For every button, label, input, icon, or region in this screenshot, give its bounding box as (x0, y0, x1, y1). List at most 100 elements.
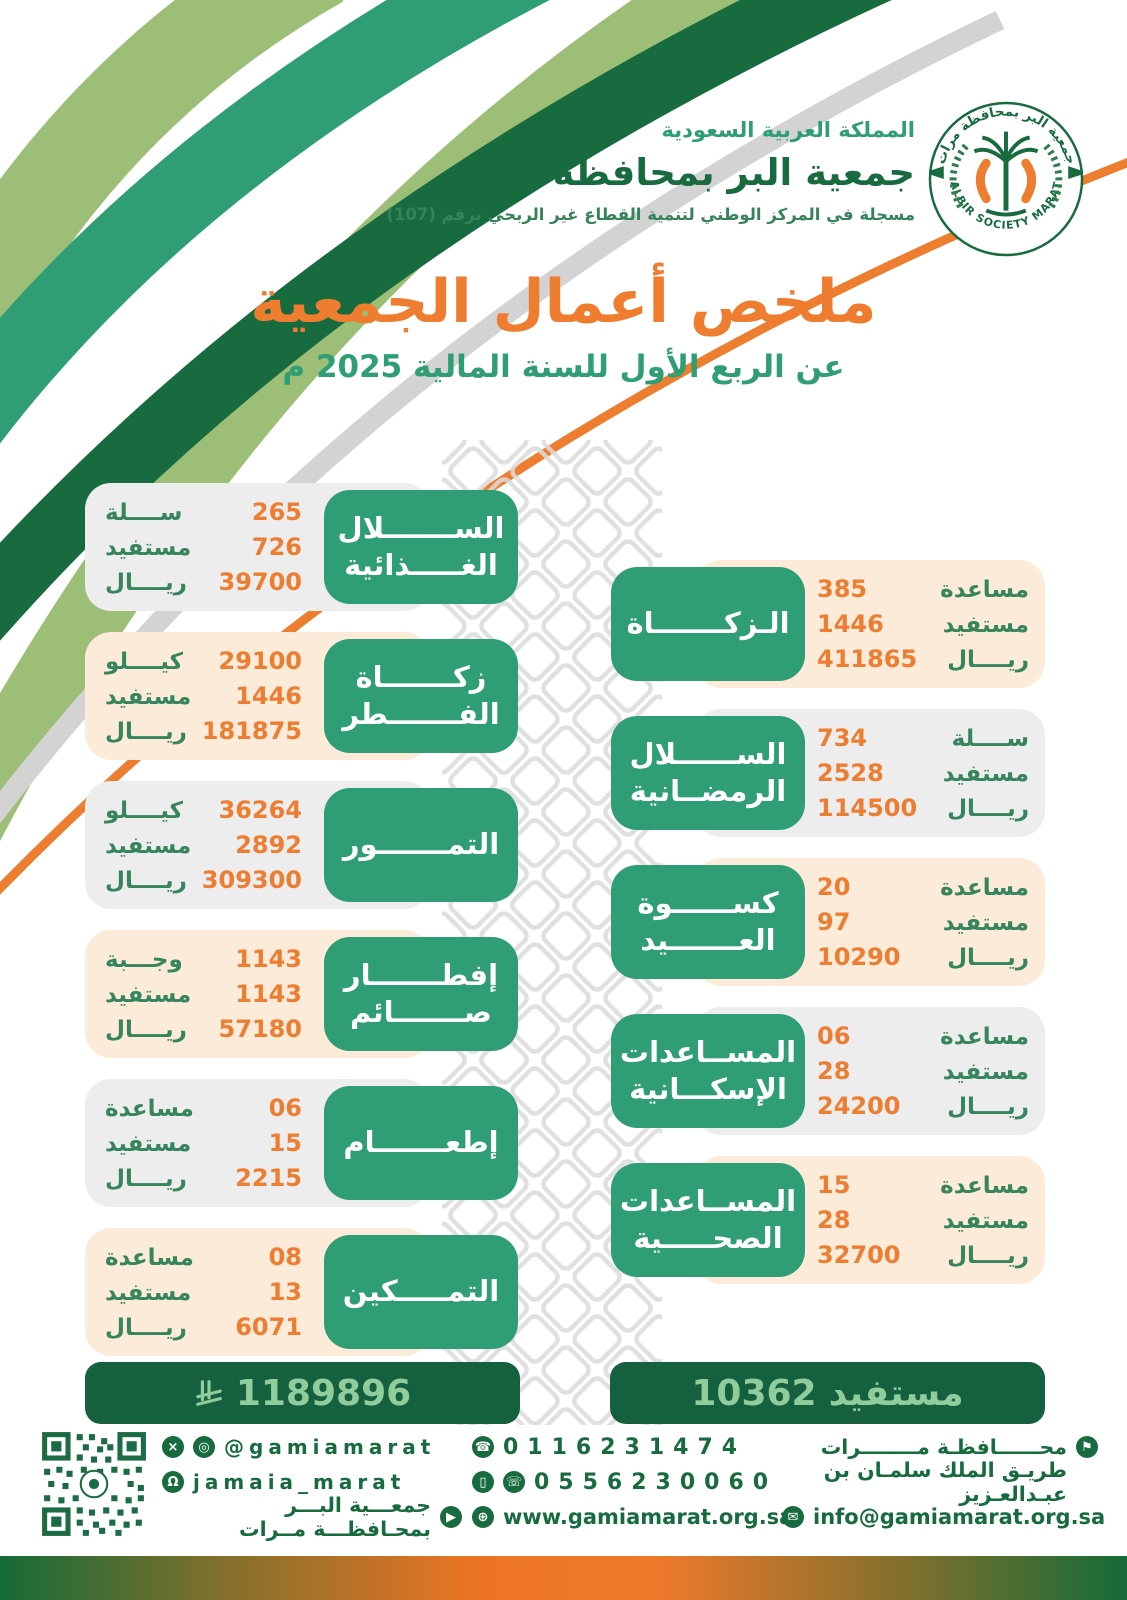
stat-row: 24200 ريــــال (817, 1092, 1029, 1120)
stat-unit: مستفيد (105, 535, 192, 561)
stat-unit: ريــــال (947, 945, 1029, 971)
youtube-row: ▶ جمعـــية البـــر بمحـافظـــة مــرات (162, 1493, 462, 1541)
stat-row: 1446 مستفيد (817, 610, 1029, 638)
stat-row: 28 مستفيد (817, 1206, 1029, 1234)
program-pill-iftar-meals: إفطـــــــار صـــــــائم (324, 937, 518, 1051)
social-handles-row: × ◎ @gamiamarat (162, 1434, 462, 1460)
stat-value: 06 (817, 1022, 851, 1050)
stat-value: 265 (251, 498, 302, 526)
stat-value: 36264 (218, 796, 303, 824)
stat-unit: مستفيد (105, 1280, 192, 1306)
registration-note: مسجلة في المركز الوطني لتنمية القطاع غير… (386, 205, 915, 224)
stat-unit: ريــــال (105, 868, 187, 894)
stat-value: 2215 (235, 1164, 302, 1192)
stat-value: 1143 (235, 945, 302, 973)
total-beneficiaries-value: 10362 (691, 1372, 817, 1414)
stat-row: مساعدة 08 (105, 1243, 302, 1271)
stat-value: 1143 (235, 980, 302, 1008)
stat-value: 28 (817, 1206, 851, 1234)
program-pill-eid-clothing: كســــــوة العـــــــيد (611, 865, 805, 979)
card-food-baskets: ســــلة 265 مستفيد 726 ريــــال 39700 الســ… (85, 483, 518, 611)
program-pill-health-assistance: المســاعدات الصحـــــية (611, 1163, 805, 1277)
stat-value: 6071 (235, 1313, 302, 1341)
total-amount-pill: 1189896 (85, 1362, 520, 1424)
stat-unit: مساعدة (105, 1096, 194, 1122)
card-housing-assistance: 06 مساعدة 28 مستفيد 24200 ريــــال المســاع… (611, 1007, 1045, 1135)
stat-row: مستفيد 1446 (105, 682, 302, 710)
card-zakat-alfitr: كيــــلو 29100 مستفيد 1446 ريــــال 181875 … (85, 632, 518, 760)
left-flag-icon (928, 166, 944, 179)
stat-value: 15 (268, 1129, 302, 1157)
website-row: ⊕ www.gamiamarat.org.sa (472, 1504, 793, 1530)
card-eid-clothing: 20 مساعدة 97 مستفيد 10290 ريــــال كســــــ… (611, 858, 1045, 986)
stat-unit: مستفيد (942, 761, 1029, 787)
stat-unit: مساعدة (940, 875, 1029, 901)
stat-value: 29100 (218, 647, 303, 675)
org-name: جمعية البر بمحافظة مرات (444, 151, 915, 194)
x-icon: × (162, 1436, 184, 1458)
social-handle: @gamiamarat (224, 1435, 436, 1459)
stat-value: 2892 (235, 831, 302, 859)
stat-unit: ريــــال (947, 1243, 1029, 1269)
stat-row: 20 مساعدة (817, 873, 1029, 901)
website-url: www.gamiamarat.org.sa (503, 1505, 794, 1529)
stat-row: ريــــال 57180 (105, 1015, 302, 1043)
footer-social-column: × ◎ @gamiamarat Ω jamaia_marat ▶ جمعـــي… (162, 1434, 462, 1541)
youtube-icon: ▶ (440, 1506, 462, 1528)
stat-row: 15 مساعدة (817, 1171, 1029, 1199)
palm-tree-icon (973, 131, 1039, 217)
stat-row: ريــــال 2215 (105, 1164, 302, 1192)
stat-unit: كيــــلو (105, 649, 184, 675)
stat-row: 28 مستفيد (817, 1057, 1029, 1085)
stat-unit: كيــــلو (105, 798, 184, 824)
stat-row: وجـــبة 1143 (105, 945, 302, 973)
program-pill-zakat-alfitr: زكـــــــاة الفـــــــطر (324, 639, 518, 753)
org-logo: جمعية البر بمحافظة مرات ALBIR SOCIETY MA… (928, 101, 1084, 257)
stat-row: 411865 ريــــال (817, 645, 1029, 673)
stat-unit: مستفيد (105, 684, 192, 710)
stat-row: مستفيد 726 (105, 533, 302, 561)
snapchat-icon: Ω (162, 1471, 184, 1493)
stat-value: 13 (268, 1278, 302, 1306)
stat-unit: مستفيد (105, 1131, 192, 1157)
stat-unit: ريــــال (947, 1094, 1029, 1120)
stat-value: 411865 (817, 645, 918, 673)
page-subtitle: عن الربع الأول للسنة المالية 2025 م (282, 349, 845, 385)
email-row: ✉ info@gamiamarat.org.sa (782, 1504, 1105, 1530)
total-beneficiaries-label: مستفيد (828, 1372, 964, 1414)
title-block: ملخص أعمال الجمعية عن الربع الأول للسنة … (0, 267, 1127, 386)
stat-unit: ريــــال (105, 1166, 187, 1192)
stat-row: مستفيد 1143 (105, 980, 302, 1008)
header-country: المملكة العربية السعودية (661, 118, 915, 142)
mobile-icon: ▯ (472, 1471, 494, 1493)
program-pill-ramadan-baskets: الســــــلال الرمضــانية (611, 716, 805, 830)
stat-row: ريــــال 39700 (105, 568, 302, 596)
stat-unit: مساعدة (105, 1245, 194, 1271)
stat-unit: مستفيد (942, 910, 1029, 936)
stat-row: كيــــلو 29100 (105, 647, 302, 675)
stat-row: 734 ســــلة (817, 724, 1029, 752)
stat-value: 06 (268, 1094, 302, 1122)
footer-contact-column: ☎ 0116231474 ▯ ☏ 0556230060 ⊕ www.gamiam… (472, 1434, 793, 1530)
stat-unit: مساعدة (940, 577, 1029, 603)
instagram-icon: ◎ (193, 1436, 215, 1458)
stat-value: 114500 (817, 794, 918, 822)
stat-unit: مستفيد (942, 612, 1029, 638)
stat-value: 1446 (235, 682, 302, 710)
page-title: ملخص أعمال الجمعية (250, 267, 877, 337)
card-dates: كيــــلو 36264 مستفيد 2892 ريــــال 309300 … (85, 781, 518, 909)
globe-icon: ⊕ (472, 1506, 494, 1528)
stat-row: مستفيد 13 (105, 1278, 302, 1306)
stat-row: 06 مساعدة (817, 1022, 1029, 1050)
stat-row: 10290 ريــــال (817, 943, 1029, 971)
snapchat-row: Ω jamaia_marat (162, 1469, 462, 1495)
stat-unit: ســــلة (105, 500, 183, 526)
location-icon: ⚑ (1076, 1436, 1098, 1458)
stat-row: ريــــال 6071 (105, 1313, 302, 1341)
youtube-channel-name: جمعـــية البـــر بمحـافظـــة مــرات (239, 1493, 431, 1541)
stat-row: ســــلة 265 (105, 498, 302, 526)
header: المملكة العربية السعودية جمعية البر بمحا… (355, 118, 915, 224)
street-row: طريـق الملك سلمـان بن عبـدالعـزيز (782, 1458, 1098, 1506)
stat-row: 2528 مستفيد (817, 759, 1029, 787)
stat-value: 39700 (218, 568, 303, 596)
